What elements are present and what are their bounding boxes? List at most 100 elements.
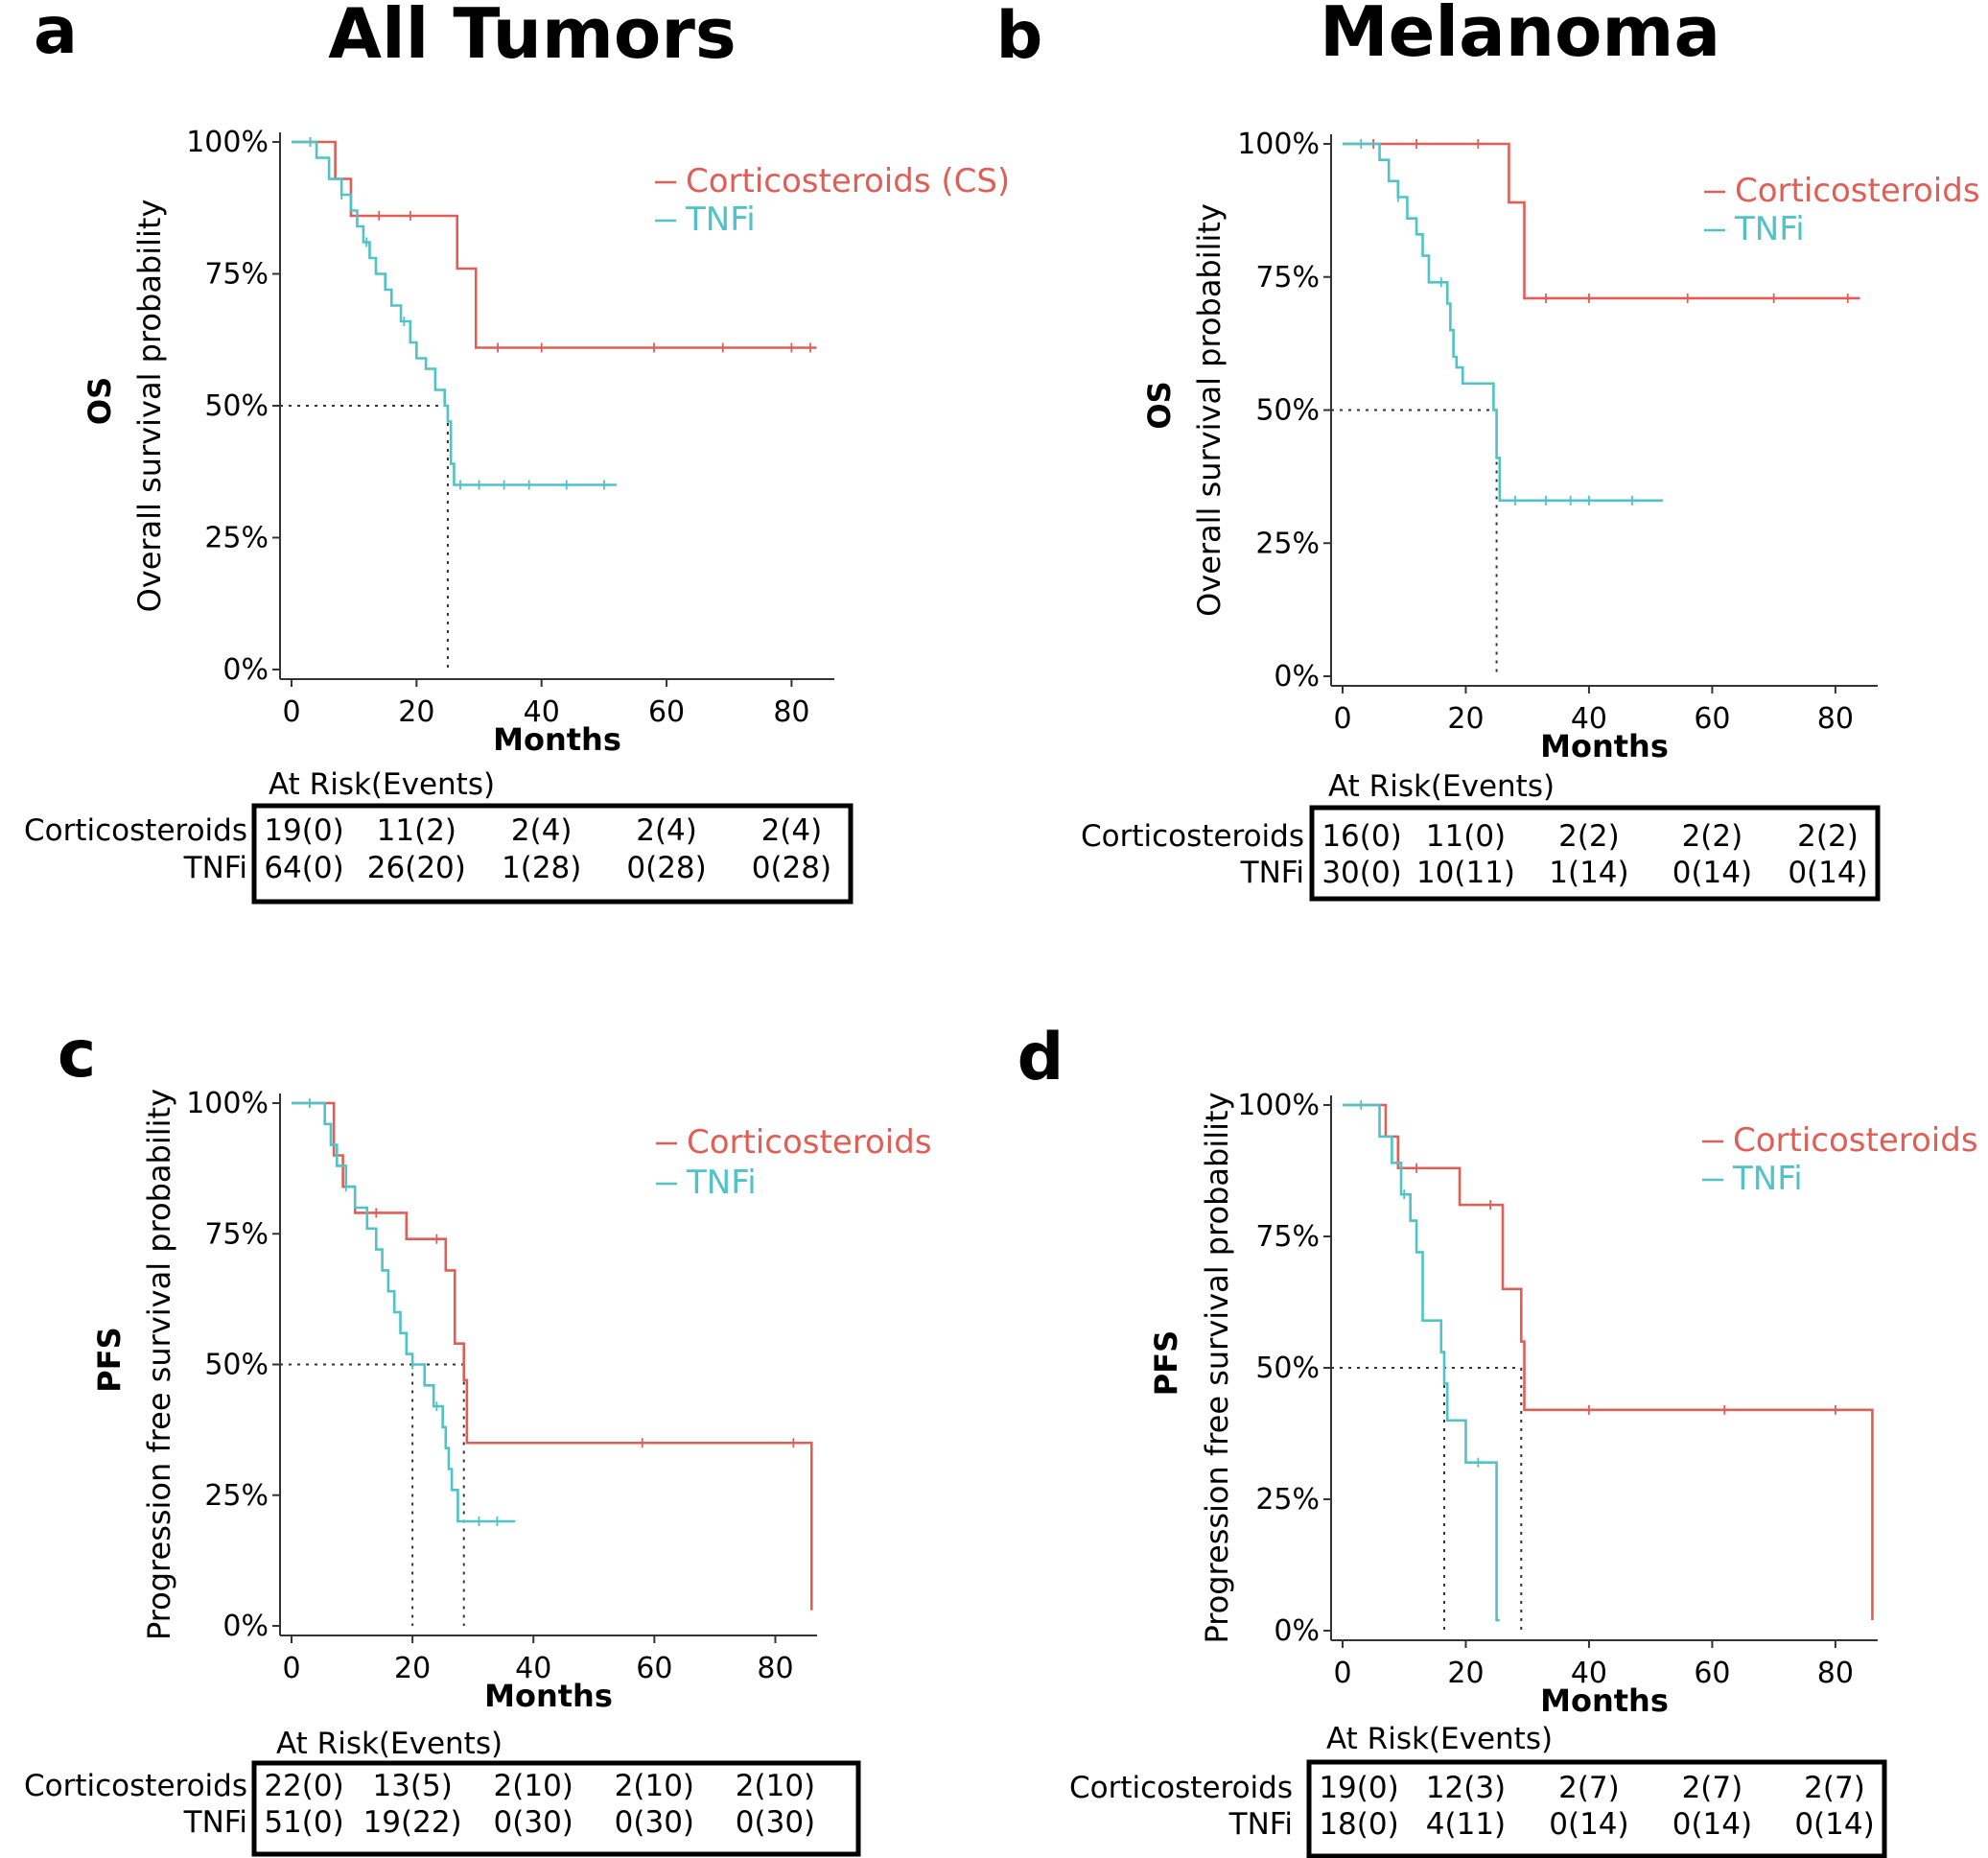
y-axis-title: Progression free survival probability [1199,1092,1235,1643]
risk-row-label: Corticosteroids [1069,1771,1293,1805]
panel-a: a 0% 25% 50% 75% 100% 0 20 40 60 80 Months OS Overall… [24,0,1010,905]
x-tick-label: 80 [773,695,809,729]
x-tick-label: 40 [1571,702,1607,736]
x-tick-label: 20 [394,1652,431,1685]
risk-cell: 16(0) [1321,819,1401,854]
risk-cell: 0(14) [1788,856,1867,890]
risk-cell: 0(30) [494,1805,573,1840]
y-axis-title: Overall survival probability [1191,203,1228,617]
risk-cell: 2(10) [615,1769,694,1803]
x-tick-label: 80 [757,1652,793,1685]
risk-cell: 2(7) [1558,1771,1620,1805]
x-tick-label: 80 [1817,1657,1854,1690]
risk-cell: 19(0) [264,813,343,848]
risk-table-header: At Risk(Events) [1328,769,1555,804]
risk-cell: 12(3) [1426,1771,1506,1805]
risk-row-label: Corticosteroids [1081,819,1304,854]
x-tick-label: 20 [1447,1657,1484,1690]
y-tick-label: 100% [1237,128,1320,161]
survival-curve-corticosteroids [292,140,817,349]
risk-cell: 1(28) [502,851,581,885]
x-tick-label: 40 [524,695,560,729]
risk-cell: 22(0) [264,1769,343,1803]
risk-cell: 19(22) [363,1805,462,1840]
risk-cell: 0(14) [1672,856,1752,890]
survival-curve-corticosteroids [292,1101,813,1611]
panel-letter: a [34,0,78,69]
x-tick-label: 0 [1333,1657,1351,1690]
x-tick-label: 60 [1694,1657,1730,1690]
legend-label-tnfi: TNFi [686,1164,757,1202]
risk-cell: 51(0) [264,1805,343,1840]
survival-curve-corticosteroids [1343,142,1860,300]
risk-cell: 2(4) [511,813,573,848]
y-tick-label: 0% [1274,1614,1320,1648]
risk-cell: 0(14) [1794,1807,1874,1842]
risk-row-label: TNFi [1240,856,1304,890]
risk-cell: 2(7) [1682,1771,1743,1805]
risk-cell: 2(2) [1797,819,1859,854]
risk-cell: 11(2) [377,813,456,848]
x-tick-label: 20 [1447,702,1484,736]
y-tick-label: 50% [1255,1352,1320,1385]
risk-cell: 13(5) [372,1769,452,1803]
legend-label-corticosteroids: Corticosteroids (CS) [686,162,1010,200]
y-tick-label: 50% [1255,394,1320,428]
risk-cell: 26(20) [367,851,466,885]
y-axis-title: Progression free survival probability [141,1089,177,1640]
legend-label-corticosteroids: Corticosteroids [1733,1121,1978,1160]
risk-table-box [251,803,854,905]
risk-cell: 0(28) [626,851,706,885]
y-tick-label: 25% [204,1479,269,1513]
risk-cell: 2(10) [736,1769,815,1803]
legend-label-corticosteroids: Corticosteroids [1735,172,1980,210]
survival-curve-tnfi [1343,1103,1500,1622]
y-axis-title: Overall survival probability [131,200,168,613]
risk-cell: 0(14) [1672,1807,1752,1842]
x-tick-label: 60 [648,695,685,729]
risk-cell: 1(14) [1549,856,1628,890]
x-tick-label: 0 [282,1652,300,1685]
risk-row-label: Corticosteroids [24,813,247,848]
y-tick-label: 0% [222,1610,269,1643]
x-tick-label: 0 [282,695,300,729]
risk-table-box [251,1760,861,1857]
legend-label-tnfi: TNFi [1732,1160,1803,1198]
risk-table-box [1306,1759,1887,1858]
risk-row-label: Corticosteroids [24,1769,247,1803]
risk-cell: 64(0) [264,851,343,885]
risk-cell: 2(4) [636,813,697,848]
x-axis-title: Months [1540,1682,1669,1719]
risk-cell: 0(14) [1549,1807,1628,1842]
x-tick-label: 40 [515,1652,551,1685]
risk-cell: 10(11) [1416,856,1515,890]
risk-row-label: TNFi [183,851,247,885]
y-tick-label: 25% [204,522,269,555]
x-axis-title: Months [1540,728,1669,764]
panel-d: d 0% 25% 50% 75% 100% 0 20 40 60 80 Months PFS Progre… [1017,1020,1978,1858]
x-tick-label: 80 [1817,702,1854,736]
risk-cell: 2(7) [1804,1771,1865,1805]
y-axis-endpoint-label: PFS [91,1327,128,1392]
survival-curve-tnfi [292,1101,516,1523]
y-axis-endpoint-label: PFS [1148,1330,1184,1396]
title-all-tumors: All Tumors [328,0,736,74]
risk-cell: 11(0) [1426,819,1506,854]
y-tick-label: 0% [222,653,269,687]
x-tick-label: 60 [1694,702,1730,736]
risk-cell: 2(4) [761,813,823,848]
risk-table-header: At Risk(Events) [269,767,495,802]
legend-label-tnfi: TNFi [1734,210,1805,248]
y-tick-label: 100% [1237,1089,1320,1122]
x-axis-title: Months [484,1678,613,1714]
risk-cell: 0(30) [736,1805,815,1840]
risk-cell: 2(2) [1682,819,1743,854]
y-tick-label: 50% [204,389,269,423]
risk-cell: 2(2) [1558,819,1620,854]
y-tick-label: 75% [204,258,269,292]
survival-curve-tnfi [292,140,617,486]
y-tick-label: 75% [204,1217,269,1251]
x-tick-label: 60 [636,1652,672,1685]
y-tick-label: 75% [1255,1220,1320,1254]
